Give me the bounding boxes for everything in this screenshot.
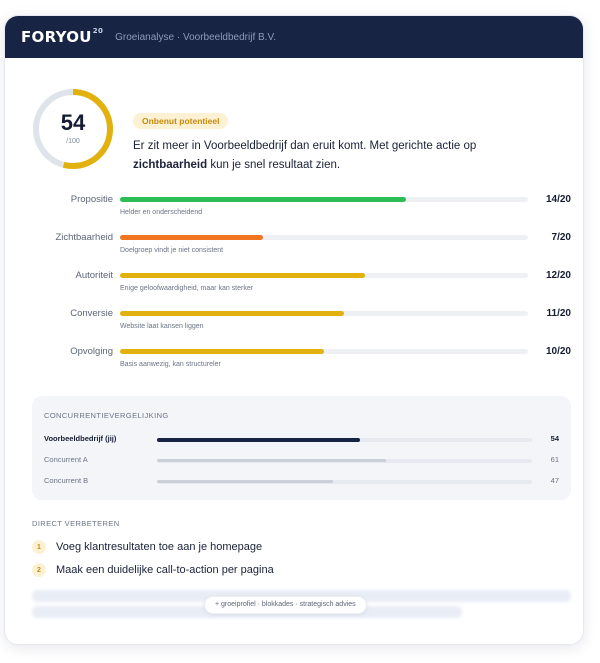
metric-description: Basis aanwezig, kan structureler bbox=[120, 361, 221, 368]
metric-row: Propositie 14/20 Helder en onderscheidend bbox=[5, 194, 583, 220]
metric-description: Website laat kansen liggen bbox=[120, 323, 204, 330]
summary-text-end: kun je snel resultaat zien. bbox=[207, 159, 341, 171]
header-bar: FORYOU 20 Groeianalyse · Voorbeeldbedrij… bbox=[5, 16, 583, 58]
metric-row: Conversie 11/20 Website laat kansen liggen bbox=[5, 308, 583, 334]
metric-label: Zichtbaarheid bbox=[55, 232, 113, 243]
metric-description: Helder en onderscheidend bbox=[120, 209, 203, 216]
metric-track bbox=[120, 273, 528, 278]
comparison-row: Concurrent A 61 bbox=[32, 455, 571, 467]
summary-highlight: zichtbaarheid bbox=[133, 159, 208, 171]
gauge-progress bbox=[33, 89, 113, 169]
metric-track bbox=[120, 197, 528, 202]
brand-logo: FORYOU 20 bbox=[21, 27, 104, 46]
metric-bar bbox=[120, 311, 345, 316]
metric-label: Propositie bbox=[70, 194, 113, 205]
comparison-row: Concurrent B 47 bbox=[32, 476, 571, 488]
comparison-row: Voorbeeldbedrijf (jij) 54 bbox=[32, 434, 571, 446]
metric-bar bbox=[120, 235, 263, 240]
metric-score: 14/20 bbox=[545, 194, 571, 205]
comparison-title: CONCURRENTIEVERGELIJKING bbox=[44, 411, 169, 420]
metric-label: Autoriteit bbox=[75, 270, 114, 281]
competitor-name: Voorbeeldbedrijf (jij) bbox=[44, 434, 117, 443]
competitor-bar bbox=[157, 438, 360, 442]
competitor-track bbox=[157, 438, 532, 442]
more-insights-pill[interactable]: + groeiprofiel · blokkades · strategisch… bbox=[204, 596, 367, 614]
metric-label: Opvolging bbox=[70, 346, 113, 357]
improvements-title: DIRECT VERBETEREN bbox=[32, 519, 120, 528]
metric-track bbox=[120, 235, 528, 240]
logo-mark: 20 bbox=[92, 27, 104, 35]
metric-score: 10/20 bbox=[545, 346, 571, 357]
competitor-comparison: CONCURRENTIEVERGELIJKING Voorbeeldbedrij… bbox=[32, 396, 571, 500]
improvement-item: 1 Voeg klantresultaten toe aan je homepag… bbox=[32, 539, 262, 555]
logo-text: FORYOU bbox=[21, 28, 92, 46]
competitor-score: 54 bbox=[550, 434, 559, 443]
score-value: 54 bbox=[60, 110, 86, 135]
improvement-number: 2 bbox=[32, 563, 46, 577]
header-subtitle: Groeianalyse · Voorbeeldbedrijf B.V. bbox=[115, 31, 276, 43]
metric-row: Autoriteit 12/20 Enige geloofwaardigheid, … bbox=[5, 270, 583, 296]
competitor-track bbox=[157, 459, 532, 463]
improvement-text: Voeg klantresultaten toe aan je homepage bbox=[56, 541, 263, 553]
metric-track bbox=[120, 349, 528, 354]
improvement-item: 2 Maak een duidelijke call-to-action per … bbox=[32, 562, 274, 578]
score-max: /100 bbox=[66, 138, 80, 145]
competitor-score: 47 bbox=[550, 476, 559, 485]
status-badge: Onbenut potentieel bbox=[133, 113, 229, 129]
metric-score: 7/20 bbox=[551, 232, 571, 243]
competitor-track bbox=[157, 480, 532, 484]
metric-bar bbox=[120, 197, 406, 202]
score-summary: Er zit meer in Voorbeeldbedrijf dan erui… bbox=[133, 137, 553, 175]
metric-score: 12/20 bbox=[545, 270, 571, 281]
competitor-name: Concurrent A bbox=[44, 455, 88, 464]
metric-row: Zichtbaarheid 7/20 Doelgroep vindt je niet… bbox=[5, 232, 583, 258]
metric-row: Opvolging 10/20 Basis aanwezig, kan struct… bbox=[5, 346, 583, 372]
improvement-text: Maak een duidelijke call-to-action per p… bbox=[56, 564, 274, 576]
metric-description: Doelgroep vindt je niet consistent bbox=[120, 247, 224, 254]
competitor-bar bbox=[157, 480, 334, 483]
competitor-bar bbox=[157, 459, 386, 462]
metric-track bbox=[120, 311, 528, 316]
metric-bar bbox=[120, 349, 324, 354]
metric-label: Conversie bbox=[70, 308, 113, 319]
summary-text: Er zit meer in Voorbeeldbedrijf dan erui… bbox=[133, 140, 477, 152]
metric-score: 11/20 bbox=[546, 308, 571, 319]
analysis-card: FORYOU 20 Groeianalyse · Voorbeeldbedrij… bbox=[4, 15, 584, 645]
score-gauge bbox=[33, 89, 113, 169]
competitor-name: Concurrent B bbox=[44, 476, 89, 485]
competitor-score: 61 bbox=[550, 455, 559, 464]
improvement-number: 1 bbox=[32, 540, 46, 554]
metric-description: Enige geloofwaardigheid, maar kan sterke… bbox=[120, 285, 254, 292]
metric-bar bbox=[120, 273, 365, 278]
